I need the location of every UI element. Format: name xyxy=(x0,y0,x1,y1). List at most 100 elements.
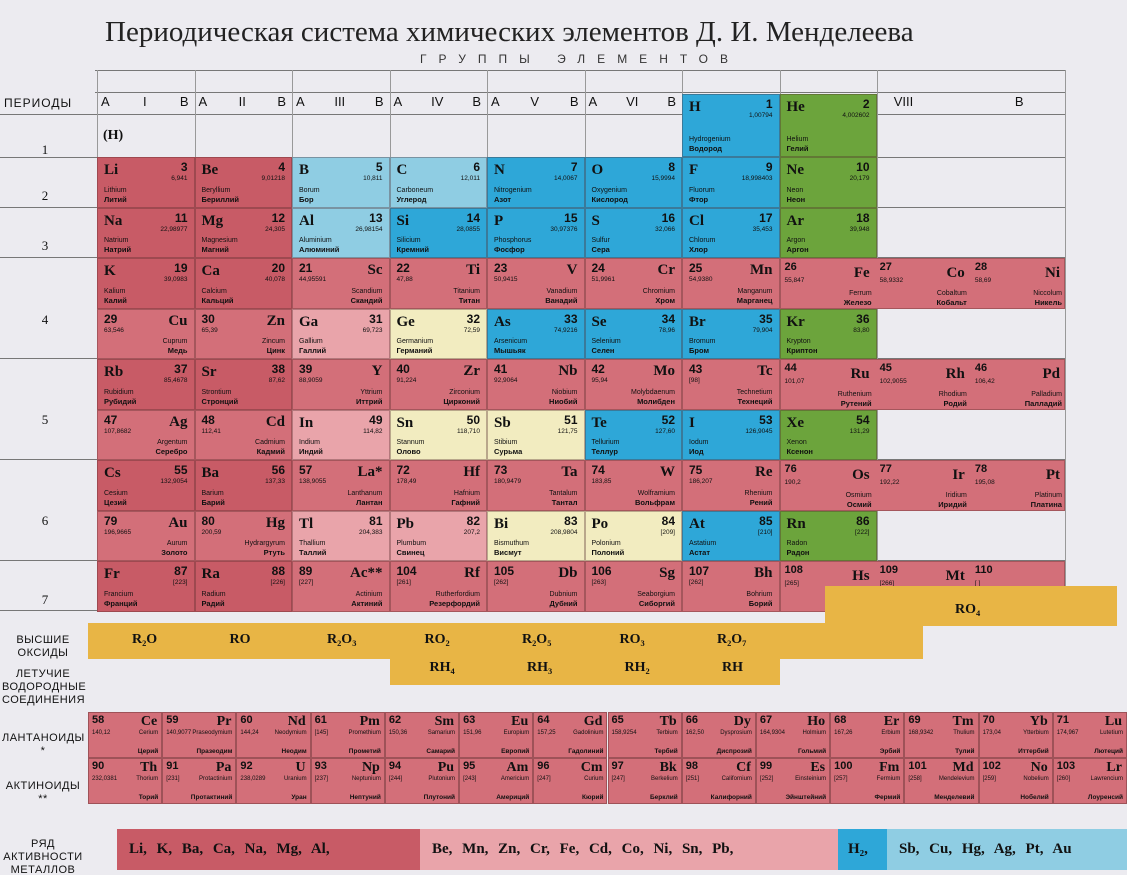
atomic-mass: 140,12 xyxy=(92,730,111,736)
russian-name: Празеодим xyxy=(196,748,233,755)
latin-name: Phosphorus xyxy=(494,237,532,244)
element-symbol: Rf xyxy=(464,565,480,581)
group-number: VI xyxy=(626,94,639,109)
element-symbol: Ac** xyxy=(350,565,383,581)
russian-name: Церий xyxy=(137,748,159,755)
atomic-mass: [237] xyxy=(314,776,328,782)
russian-name: Сера xyxy=(591,245,610,254)
atomic-number: 86 xyxy=(856,513,870,528)
latin-name: Cesium xyxy=(104,489,128,497)
latin-name: Calcium xyxy=(201,287,227,295)
latin-name: Argon xyxy=(786,237,806,244)
element-symbol: Md xyxy=(952,760,974,775)
group-number: VIII xyxy=(893,94,914,109)
atomic-mass: 192,22 xyxy=(879,479,900,486)
element-cell-y: Y 39 88,9059 Yttrium Иттрий xyxy=(292,359,390,410)
oxide-formula: RO₄ xyxy=(955,602,981,617)
atomic-mass: [261] xyxy=(396,579,411,586)
triad-element: 26 Fe 55,847 Ferrum Железо xyxy=(781,259,876,308)
atomic-mass: 18,998403 xyxy=(741,175,773,182)
element-symbol: Zn xyxy=(266,312,285,329)
atomic-mass: 63,546 xyxy=(104,326,124,334)
element-symbol: Lr xyxy=(1106,760,1122,775)
latin-name: Thallium xyxy=(299,540,326,547)
latin-name: Cerium xyxy=(138,730,159,736)
group-header: А VI В xyxy=(589,94,677,109)
element-symbol: Cm xyxy=(580,760,603,775)
russian-name: Галлий xyxy=(299,346,327,355)
latin-name: Nitrogenium xyxy=(494,186,532,194)
element-symbol: No xyxy=(1030,760,1048,775)
latin-name: Lanthanum xyxy=(347,489,383,497)
element-cell-db: Db 105 [262] Dubnium Дубний xyxy=(487,561,585,612)
atomic-mass: 168,9342 xyxy=(908,730,934,736)
atomic-mass: [257] xyxy=(834,776,848,782)
activity-segment: Be, Mn, Zn, Cr, Fe, Cd, Co, Ni, Sn, Pb, xyxy=(420,829,838,870)
lanthanides-cell: 61 Pm [145] Promethium Прометий xyxy=(310,712,385,758)
russian-name: Фермий xyxy=(874,794,901,801)
group-subgroup-a: А xyxy=(296,94,305,109)
atomic-number: 107 xyxy=(689,564,710,578)
atomic-mass: [251] xyxy=(685,776,700,782)
atomic-mass: [260] xyxy=(1056,776,1071,782)
oxide-formula: R₂O₅ xyxy=(522,632,552,647)
atomic-number: 105 xyxy=(494,564,515,578)
russian-name: Плутоний xyxy=(423,794,456,801)
atomic-mass: 118,710 xyxy=(456,427,480,435)
activity-segment: Li, K, Ba, Ca, Na, Mg, Al, xyxy=(117,829,420,870)
latin-name: Nobelium xyxy=(1023,776,1049,782)
russian-name: Таллий xyxy=(299,548,327,557)
atomic-number: 81 xyxy=(369,513,383,528)
latin-name: Helium xyxy=(786,136,809,143)
element-cell-ge: Ge 32 72,59 Germanium Германий xyxy=(389,308,487,359)
lanthanides-cell: 65 Tb 158,9254 Terbium Тербий xyxy=(607,712,682,758)
latin-name: Cobaltum xyxy=(936,289,967,297)
actinides-cell: 95 Am [243] Americium Америций xyxy=(459,758,534,804)
latin-name: Californium xyxy=(721,776,752,782)
atomic-mass: 91,224 xyxy=(396,377,417,384)
latin-name: Magnesium xyxy=(201,237,238,244)
actinides-cell: 99 Es [252] Einsteinium Эйнштейний xyxy=(755,758,831,804)
element-symbol: Co xyxy=(946,265,965,281)
latin-name: Actinium xyxy=(355,590,383,598)
grid-rule xyxy=(95,92,1065,93)
atomic-mass: 1,00794 xyxy=(749,112,773,119)
russian-name: Титан xyxy=(458,295,480,305)
grid-rule xyxy=(95,70,1065,71)
atomic-mass: 102,9055 xyxy=(879,378,907,385)
triad-element: 76 Os 190,2 Osmium Осмий xyxy=(781,461,876,510)
element-cell-al: Al 13 26,98154 Aluminium Алюминий xyxy=(292,207,390,258)
element-symbol: Er xyxy=(883,714,900,729)
atomic-number: 4 xyxy=(278,160,285,174)
element-cell-tl: Tl 81 204,383 Thallium Таллий xyxy=(292,510,390,561)
element-symbol: Cf xyxy=(736,760,751,775)
element-cell-ra: Ra 88 [226] Radium Радий xyxy=(194,561,292,612)
element-symbol: Bk xyxy=(659,760,677,775)
russian-name: Ниобий xyxy=(549,396,578,406)
period-number: 7 xyxy=(41,592,49,607)
element-cell-sg: Sg 106 [263] Seaborgium Сиборгий xyxy=(584,561,682,612)
atomic-number: 37 xyxy=(174,362,188,376)
actinides-cell: 94 Pu [244] Plutonium Плутоний xyxy=(384,758,460,804)
latin-name: Neodymium xyxy=(274,730,307,736)
element-symbol: Y xyxy=(371,363,383,379)
atomic-number: 6 xyxy=(473,160,480,174)
atomic-mass: 114,82 xyxy=(363,427,383,435)
element-symbol: Os xyxy=(852,467,870,483)
atomic-mass: [265] xyxy=(784,580,799,587)
element-cell-s: S 16 32,066 Sulfur Сера xyxy=(584,207,682,258)
atomic-mass: 107,8682 xyxy=(104,427,132,435)
element-symbol: Cd xyxy=(265,413,285,430)
element-symbol: Ru xyxy=(850,366,870,382)
atomic-number: 2 xyxy=(862,97,870,111)
russian-name: Уран xyxy=(291,794,307,801)
latin-name: Selenium xyxy=(591,338,621,345)
element-cell-ne: Ne 10 20,179 Neon Неон xyxy=(779,157,877,208)
russian-name: Гольмий xyxy=(798,748,827,755)
atomic-number: 7 xyxy=(570,160,578,174)
russian-name: Барий xyxy=(201,497,225,507)
atomic-number: 44 xyxy=(784,362,797,374)
atomic-mass: 4,002602 xyxy=(842,112,870,119)
element-symbol: Mo xyxy=(653,363,675,379)
period-number: 3 xyxy=(41,238,49,253)
